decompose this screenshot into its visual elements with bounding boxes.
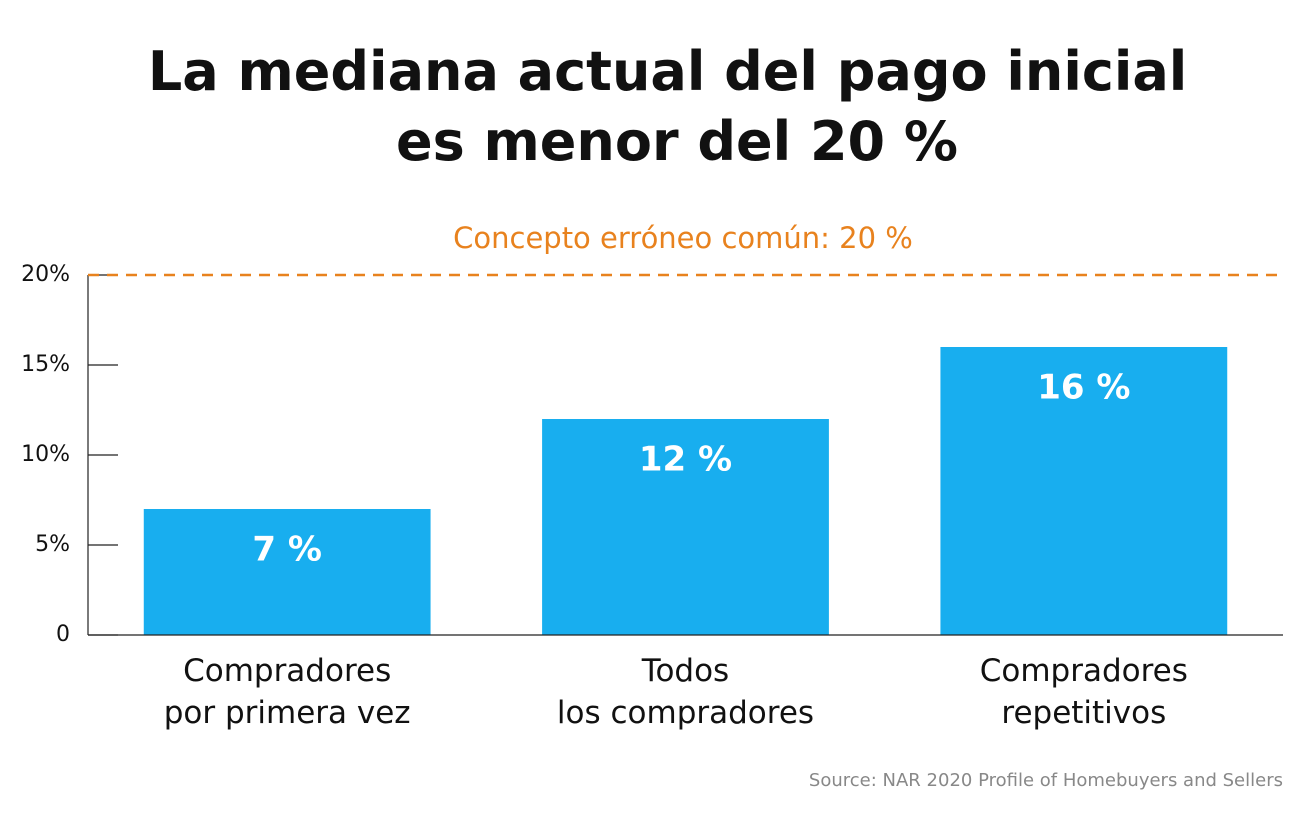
y-tick-label: 10% xyxy=(21,442,70,467)
value-label: 16 % xyxy=(1037,368,1130,408)
bar xyxy=(542,419,829,635)
y-tick-label: 5% xyxy=(35,532,70,557)
x-tick-label-line: por primera vez xyxy=(164,695,411,731)
reference-label: Concepto erróneo común: 20 % xyxy=(453,221,913,255)
value-label: 12 % xyxy=(639,440,732,480)
x-tick-label-line: los compradores xyxy=(557,695,814,731)
title-line: La mediana actual del pago inicial xyxy=(148,40,1187,103)
bar xyxy=(143,509,431,635)
chart-title: La mediana actual del pago inicial es me… xyxy=(148,40,1206,173)
value-label: 7 % xyxy=(252,530,322,570)
x-tick-label: Todos los compradores xyxy=(557,653,814,731)
y-tick-label: 0 xyxy=(56,622,70,647)
title-line: es menor del 20 % xyxy=(396,110,958,173)
x-tick-label-line: Compradores xyxy=(183,653,391,689)
x-tick-label-line: repetitivos xyxy=(1001,695,1166,731)
bar xyxy=(940,347,1228,635)
y-tick-label: 15% xyxy=(21,352,70,377)
x-tick-label-line: Compradores xyxy=(980,653,1188,689)
y-tick-label: 20% xyxy=(21,262,70,287)
x-tick-label-line: Todos xyxy=(641,653,729,689)
source: Source: NAR 2020 Profile of Homebuyers a… xyxy=(809,770,1283,791)
x-tick-label: Compradores repetitivos xyxy=(980,653,1188,731)
x-tick-label: Compradores por primera vez xyxy=(164,653,411,731)
